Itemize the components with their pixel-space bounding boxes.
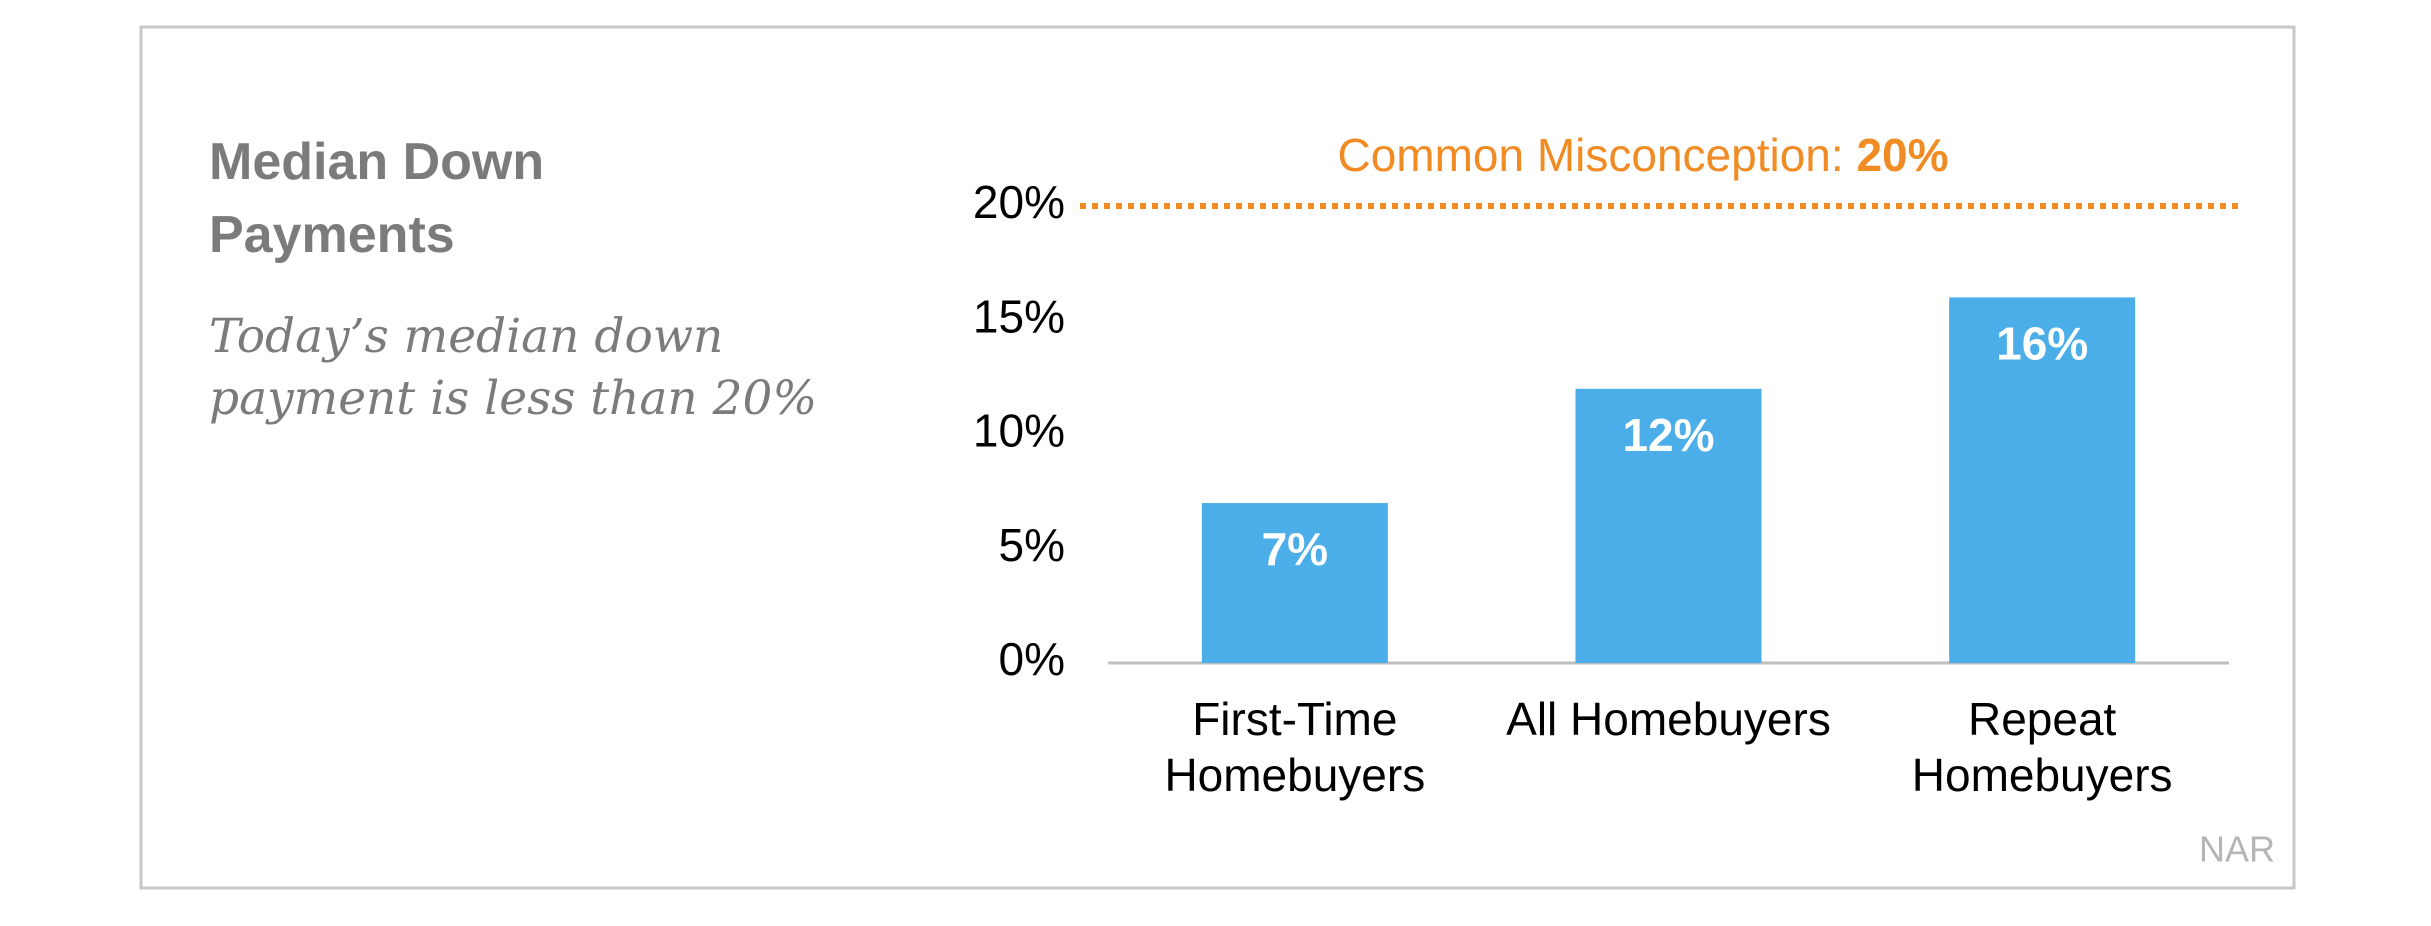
y-tick-label: 20%	[973, 176, 1065, 228]
x-tick-line: First-Time	[1192, 693, 1397, 745]
reference-value: 20%	[1856, 129, 1948, 181]
source: NAR	[2199, 829, 2275, 870]
value-label: 12%	[1622, 409, 1714, 461]
x-tick-line: Repeat	[1968, 693, 2117, 745]
chart-subtitle: Today’s median down payment is less than …	[209, 309, 817, 426]
y-tick-label: 15%	[973, 290, 1065, 342]
x-tick-line: Homebuyers	[1912, 749, 2173, 801]
bar	[1949, 297, 2136, 663]
chart-title: Median Down Payments	[209, 133, 544, 264]
reference-label: Common Misconception: 20%	[1337, 129, 1948, 181]
x-tick-label: All Homebuyers	[1506, 693, 1831, 745]
value-label: 16%	[1996, 318, 2088, 370]
x-tick-label: First-Time Homebuyers	[1164, 693, 1425, 801]
bar	[1575, 388, 1762, 663]
reference-text: Common Misconception:	[1337, 129, 1843, 181]
y-tick-label: 0%	[999, 633, 1065, 685]
bar	[1201, 503, 1388, 663]
frame	[139, 25, 2296, 890]
x-tick-label: Repeat Homebuyers	[1912, 693, 2173, 801]
y-tick-label: 5%	[999, 519, 1065, 571]
x-tick-line: All Homebuyers	[1506, 693, 1831, 745]
value-label: 7%	[1262, 523, 1328, 575]
y-tick-label: 10%	[973, 405, 1065, 457]
x-tick-line: Homebuyers	[1164, 749, 1425, 801]
